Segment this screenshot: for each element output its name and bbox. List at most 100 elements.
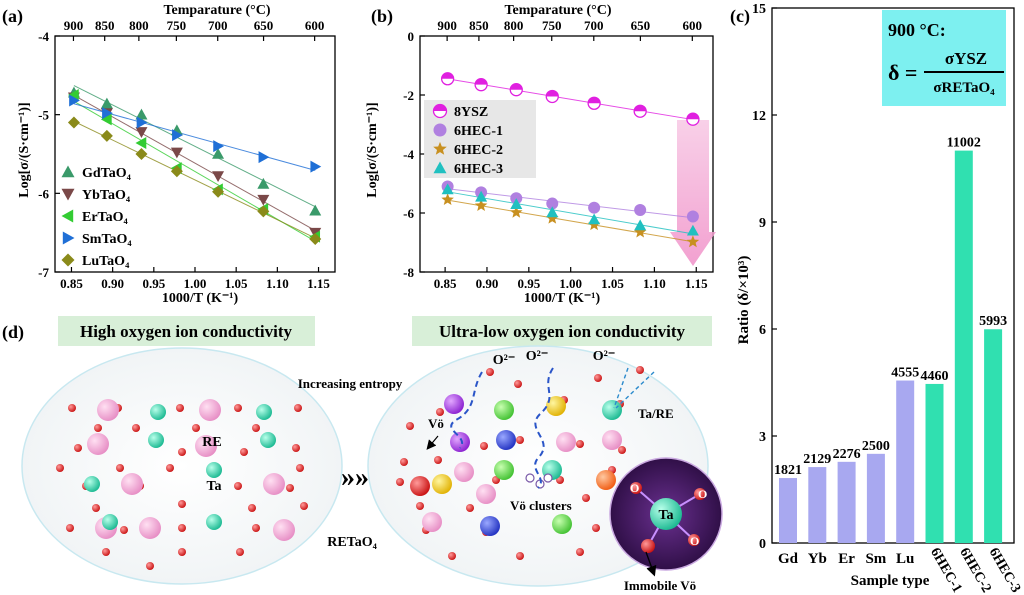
oxygen-atom [178,524,186,532]
inset-o-atom-3 [688,534,700,546]
oxygen-atom [252,424,260,432]
oxygen-atom [400,458,408,466]
o2-label-2: O²⁻ [526,349,548,364]
data-point-ErTaO₄ [135,136,147,149]
oxygen-atom [234,482,242,490]
legend-label: 6HEC-2 [454,143,503,158]
oxygen-atom [234,404,242,412]
inset-o-atom-1 [630,482,642,494]
legend-label: ErTaO₄ [82,210,128,225]
x-axis-title-a: 1000/T (K⁻¹) [162,291,239,306]
data-point-6HEC-1 [686,210,699,223]
ta-atom [148,432,164,448]
data-point-SmTaO₄ [310,160,322,173]
top-tick-label: 650 [254,18,274,33]
annotation-delta: δ = [888,60,917,85]
x-tick-label: 0.90 [476,276,499,291]
migration-path-3 [613,367,629,409]
y-tick-label: 15 [752,2,766,17]
panel-label-d: (d) [2,322,24,343]
cation-atom [602,400,622,420]
top-axis-title-a: Temparature (°C) [163,3,270,18]
top-tick-label: 900 [64,18,84,33]
immobile-vo-arrow [645,551,657,577]
migration-path-4 [615,371,655,409]
migration-path-1 [450,371,483,449]
bar-Yb [808,467,827,543]
inset-o-label-1: O [630,481,639,495]
y-tick-label: -4 [403,147,414,162]
oxygen-atom [178,448,186,456]
y-tick-label: -2 [403,88,414,103]
x-tick-label: 0.95 [142,276,165,291]
legend-marker-6HEC-2 [433,141,447,155]
top-tick-label: 800 [129,18,149,33]
oxygen-atom [618,446,626,454]
vacancy-site [525,473,535,483]
bar-6HEC-1 [925,383,944,543]
fit-line-6HEC-3 [447,191,693,235]
legend-label: 6HEC-3 [454,162,503,177]
category-label: Sm [865,551,886,567]
oxygen-atom [166,464,174,472]
top-tick-label: 900 [437,18,457,33]
data-point-6HEC-3 [588,213,601,225]
y-tick-label: -4 [38,29,49,44]
data-point-SmTaO₄ [102,107,113,120]
x-axis-title-c: Sample type [851,573,930,589]
legend-marker-8YSZ [432,103,448,119]
entropy-arrow: »» [341,462,369,493]
oxygen-atom [576,548,584,556]
cation-atom [444,394,464,414]
x-tick-label: 1.00 [559,276,582,291]
legend-label: LuTaO₄ [82,254,130,269]
data-point-6HEC-1 [588,201,601,214]
y-tick-label: 0 [759,537,766,552]
data-point-8YSZ [474,78,488,92]
cation-atom [480,516,500,536]
legend-marker-SmTaO₄ [62,231,75,245]
cation-atom [552,514,572,534]
oxygen-atom [516,552,524,560]
oxygen-atom [286,484,294,492]
data-point-8YSZ [440,72,455,86]
category-label: Lu [896,551,914,567]
data-point-8YSZ [509,83,523,97]
top-tick-label: 600 [683,18,703,33]
oxygen-atom [576,440,584,448]
legend-b: 8YSZ 6HEC-1 6HEC-2 6HEC-3 [432,103,503,177]
bar-value-label: 4555 [891,366,919,381]
top-tick-label: 850 [95,18,115,33]
left-title-bg [58,316,315,346]
cation-atom [546,396,566,416]
y-axis-title-a: Log[σ/(S·cm⁻¹)] [17,102,32,197]
y-tick-label: 0 [408,29,415,44]
oxygen-atom [176,404,184,412]
data-point-LuTaO₄ [67,116,80,129]
re-atom [87,433,109,455]
oxygen-atom [248,504,256,512]
data-point-SmTaO₄ [136,116,148,129]
oxygen-atom [240,448,248,456]
legend-label: SmTaO₄ [82,232,132,247]
category-label: Er [838,551,855,567]
cation-atom [494,400,514,420]
panel-c: (c) Ratio (δ/×10³) Sample type 03691215 … [730,2,1023,595]
category-label: Gd [778,551,799,567]
oxygen-atom [294,404,302,412]
o2-label-1: O²⁻ [493,353,515,368]
panel-b: (b) Temparature (°C) Log[σ/(S·cm⁻¹)] 100… [365,3,716,306]
ta-atom [206,462,222,478]
oxygen-atom [486,368,494,376]
right-lattice-atoms [396,366,644,560]
oxygen-atom [116,464,124,472]
legend-label: 6HEC-1 [454,124,503,139]
bar-Sm [866,453,885,543]
cation-atom [432,474,452,494]
y-tick-label: 6 [759,323,766,338]
data-point-YbTaO₄ [212,171,225,183]
cation-atom [496,430,516,450]
data-point-SmTaO₄ [172,129,183,142]
legend-marker-6HEC-1 [433,123,447,137]
